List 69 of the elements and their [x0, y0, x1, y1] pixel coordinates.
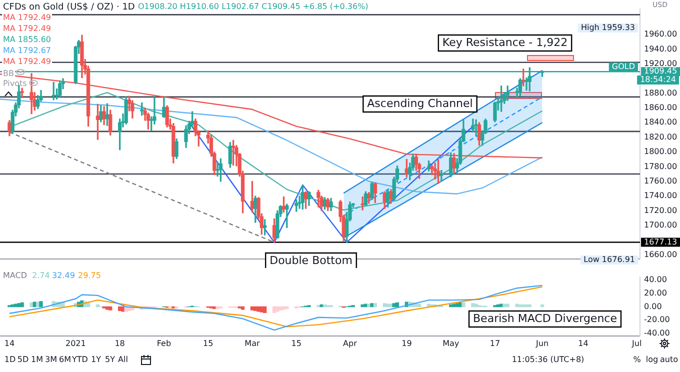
- y-tick-label: 1820.00: [644, 132, 678, 142]
- y-tick-label: -40.00: [644, 328, 670, 338]
- text: auto: [660, 355, 678, 364]
- text: 1M: [31, 355, 44, 364]
- annotation: BB: [3, 69, 14, 78]
- x-tick-label: Mar: [244, 338, 260, 348]
- text: 5Y: [105, 355, 116, 364]
- y-tick-label: 20.00: [644, 288, 667, 298]
- x-tick-label: 14: [578, 338, 588, 348]
- text: YTD: [71, 355, 88, 364]
- y-tick-label: 1780.00: [644, 162, 678, 171]
- ref-line-label: 1677.13: [644, 237, 678, 246]
- annotation: 18:54:24: [640, 75, 676, 84]
- text: 1Y: [91, 355, 102, 364]
- text: 1D: [4, 355, 16, 364]
- text: All: [118, 355, 128, 364]
- x-tick-label: 18: [114, 338, 125, 348]
- y-tick-label: 1880.00: [644, 88, 678, 98]
- annotation: O1908.20 H1910.60 L1902.67 C1909.45 +6.85 (+0.36%): [138, 2, 368, 12]
- y-tick-label: 1660.00: [644, 250, 678, 259]
- x-tick-label: 15: [202, 338, 214, 348]
- y-tick-label: 1920.00: [644, 58, 678, 68]
- annotation: MA 1855.60: [3, 35, 51, 44]
- annotation: Ascending Channel: [367, 96, 473, 110]
- x-tick-label: May: [442, 338, 460, 348]
- annotation: 29.75: [78, 271, 101, 280]
- x-tick-label: Jun: [535, 338, 549, 348]
- x-tick-label: 2021: [65, 338, 86, 348]
- annotation: Pivots: [3, 79, 27, 88]
- y-tick-label: 1760.00: [644, 176, 678, 186]
- text: 5D: [17, 355, 29, 364]
- annotation: Bearish MACD Divergence: [473, 312, 618, 325]
- annotation: High 1959.33: [580, 23, 636, 32]
- x-tick-label: Apr: [343, 338, 358, 348]
- y-tick-label: 0.00: [644, 302, 662, 311]
- y-tick-label: 40.00: [644, 275, 667, 284]
- annotation: GOLD: [612, 62, 636, 72]
- text: 11:05:36 (UTC+8): [512, 355, 584, 364]
- annotation: Low 1676.91: [584, 255, 636, 264]
- chart-title: CFDs on Gold (US$ / OZ) · 1D: [3, 2, 135, 12]
- ref-line-label: 1909.45: [644, 66, 678, 76]
- text: 3M: [45, 355, 58, 364]
- y-tick-label: 1720.00: [644, 206, 678, 215]
- annotation: MA 1792.67: [3, 46, 51, 56]
- annotation: 32.49: [52, 271, 75, 280]
- text: %: [633, 355, 642, 364]
- annotation: Double Bottom: [270, 254, 352, 267]
- annotation: MA 1792.49: [3, 13, 51, 22]
- annotation: MACD: [3, 271, 27, 280]
- y-tick-label: 1960.00: [644, 30, 678, 39]
- text: log: [646, 355, 658, 364]
- y-tick-label: 1700.00: [644, 220, 678, 230]
- x-tick-label: 15: [291, 338, 302, 348]
- annotation: MA 1792.49: [3, 24, 51, 34]
- x-tick-label: 14: [4, 338, 15, 348]
- y-tick-label: -20.00: [644, 315, 670, 324]
- x-tick-label: Jul: [631, 338, 642, 348]
- text: 6M: [59, 355, 72, 364]
- x-tick-label: 19: [402, 338, 412, 348]
- y-tick-label: 1840.00: [644, 118, 678, 127]
- annotation: 2.74: [32, 271, 50, 280]
- x-tick-label: Feb: [156, 338, 172, 348]
- y-tick-label: 1860.00: [644, 103, 678, 112]
- y-tick-label: 1940.00: [644, 44, 678, 54]
- annotation: MA 1792.49: [3, 57, 51, 66]
- x-tick-label: 17: [490, 338, 500, 348]
- annotation: Key Resistance - 1,922: [442, 36, 568, 49]
- y-tick-label: 1800.00: [644, 147, 678, 156]
- y-tick-label: 1740.00: [644, 191, 678, 200]
